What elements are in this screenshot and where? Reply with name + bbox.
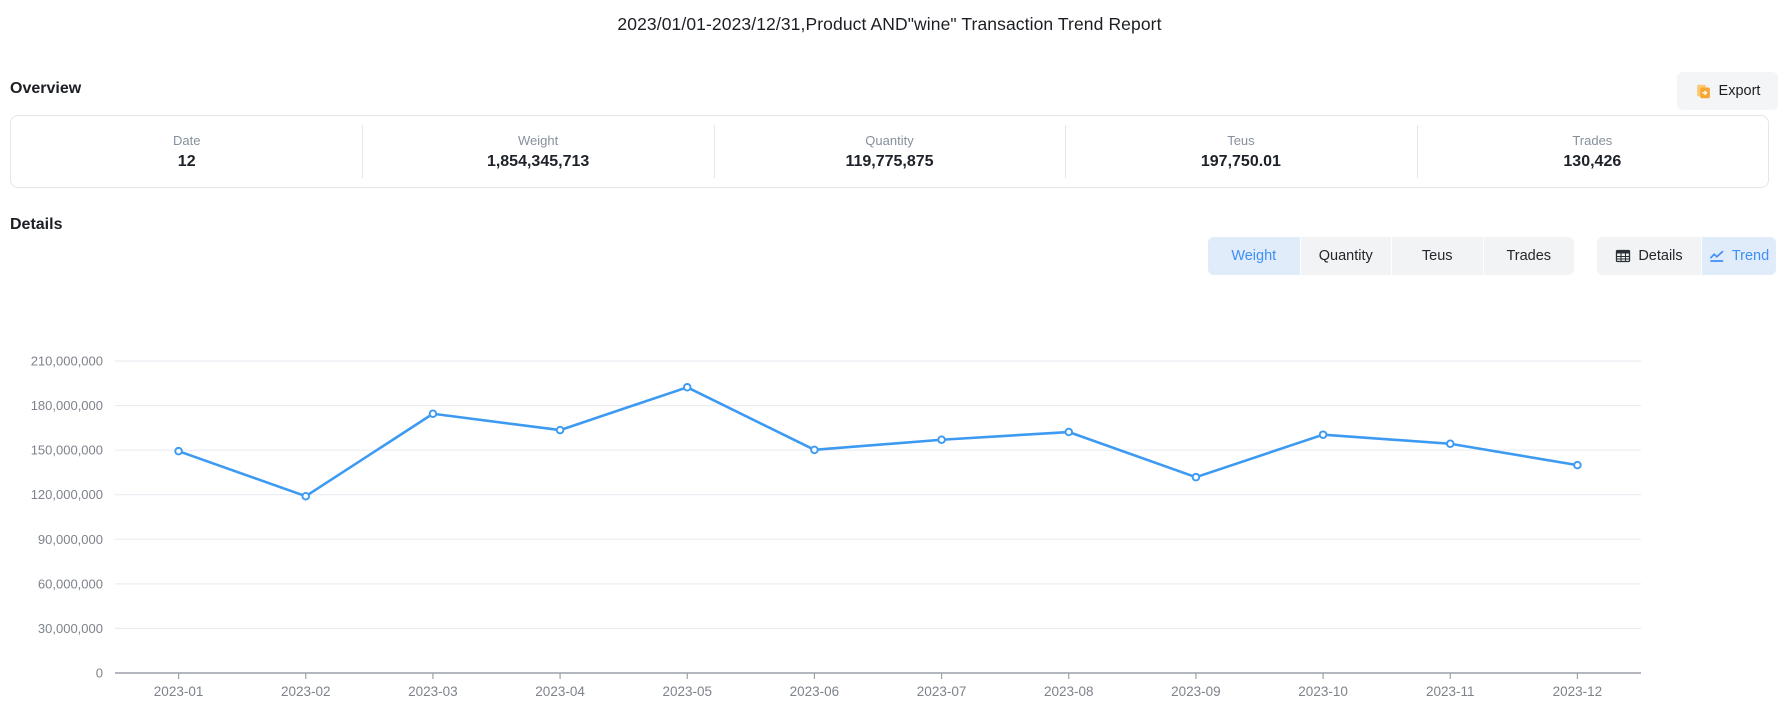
data-point-marker[interactable] bbox=[1191, 472, 1201, 482]
data-point-marker[interactable] bbox=[683, 383, 692, 392]
overview-heading: Overview bbox=[10, 80, 82, 97]
tab-trend-label: Trend bbox=[1731, 248, 1770, 264]
trend-line bbox=[177, 385, 1579, 498]
data-point-marker[interactable] bbox=[810, 445, 819, 455]
data-point-marker[interactable] bbox=[1318, 430, 1328, 439]
x-axis-label: 2023-09 bbox=[1171, 684, 1221, 699]
page-title: 2023/01/01-2023/12/31,Product AND"wine" … bbox=[617, 14, 1162, 34]
data-point-marker[interactable] bbox=[1064, 427, 1073, 437]
y-axis-label: 90,000,000 bbox=[38, 532, 103, 547]
stat-value: 1,854,345,713 bbox=[486, 152, 590, 170]
y-axis-label: 120,000,000 bbox=[31, 487, 103, 502]
stat-label: Teus bbox=[1227, 132, 1255, 148]
export-document-icon bbox=[1695, 83, 1712, 100]
details-heading: Details bbox=[10, 216, 63, 233]
x-axis-label: 2023-07 bbox=[917, 684, 967, 699]
x-axis-label: 2023-02 bbox=[281, 684, 331, 699]
x-axis-label: 2023-03 bbox=[408, 684, 458, 699]
y-axis-label: 150,000,000 bbox=[31, 443, 103, 458]
metric-tab-group: Weight Quantity Teus Trades bbox=[1208, 237, 1574, 275]
tab-weight[interactable]: Weight bbox=[1208, 237, 1300, 275]
y-axis-label: 30,000,000 bbox=[38, 621, 103, 636]
data-point-marker[interactable] bbox=[1573, 460, 1582, 470]
tab-details[interactable]: Details bbox=[1597, 237, 1701, 275]
line-chart-icon bbox=[1709, 248, 1725, 264]
tab-trend[interactable]: Trend bbox=[1701, 237, 1776, 275]
view-tab-group: Details Trend bbox=[1597, 237, 1776, 275]
data-point-marker[interactable] bbox=[937, 435, 946, 444]
x-axis-label: 2023-11 bbox=[1426, 684, 1475, 699]
export-button[interactable]: Export bbox=[1677, 72, 1778, 110]
x-axis-label: 2023-04 bbox=[535, 684, 585, 699]
x-axis-label: 2023-05 bbox=[662, 684, 712, 699]
stat-value: 130,426 bbox=[1563, 152, 1622, 170]
x-axis-label: 2023-01 bbox=[154, 684, 204, 699]
tab-details-label: Details bbox=[1638, 248, 1683, 264]
y-axis-label: 180,000,000 bbox=[31, 398, 103, 413]
tab-trades[interactable]: Trades bbox=[1482, 237, 1575, 275]
data-point-marker[interactable] bbox=[1445, 439, 1455, 449]
trend-line-chart[interactable]: 0 30,000,000 60,000,000 90,000,000 120,000,0… bbox=[0, 300, 1779, 700]
stat-teus: Teus 197,750.01 bbox=[1065, 116, 1416, 187]
x-axis-label: 2023-06 bbox=[790, 684, 840, 699]
stat-value: 119,775,875 bbox=[845, 152, 934, 170]
y-axis-label: 210,000,000 bbox=[31, 354, 103, 369]
y-axis-label: 0 bbox=[96, 666, 103, 681]
stat-date: Date 12 bbox=[11, 116, 362, 187]
data-point-marker[interactable] bbox=[174, 446, 183, 456]
x-axis-label: 2023-08 bbox=[1044, 684, 1094, 699]
tab-quantity[interactable]: Quantity bbox=[1299, 237, 1392, 275]
data-point-marker[interactable] bbox=[301, 491, 311, 501]
data-point-marker[interactable] bbox=[428, 409, 438, 418]
y-axis-label: 60,000,000 bbox=[38, 576, 103, 591]
x-axis-label: 2023-10 bbox=[1298, 684, 1348, 699]
tab-teus[interactable]: Teus bbox=[1391, 237, 1483, 275]
data-point-marker[interactable] bbox=[555, 425, 565, 435]
stat-value: 12 bbox=[177, 152, 196, 170]
stat-trades: Trades 130,426 bbox=[1416, 116, 1768, 187]
export-label: Export bbox=[1718, 83, 1761, 99]
stat-quantity: Quantity 119,775,875 bbox=[713, 116, 1065, 187]
table-icon bbox=[1615, 248, 1631, 264]
stat-label: Date bbox=[172, 132, 201, 148]
overview-stats-card: Date 12 Weight 1,854,345,713 Quantity 11… bbox=[10, 115, 1769, 188]
stat-label: Quantity bbox=[865, 132, 914, 148]
stat-weight: Weight 1,854,345,713 bbox=[362, 116, 713, 187]
stat-label: Weight bbox=[517, 132, 559, 148]
x-axis-label: 2023-12 bbox=[1553, 684, 1603, 699]
stat-label: Trades bbox=[1572, 132, 1613, 148]
stat-value: 197,750.01 bbox=[1200, 152, 1281, 170]
